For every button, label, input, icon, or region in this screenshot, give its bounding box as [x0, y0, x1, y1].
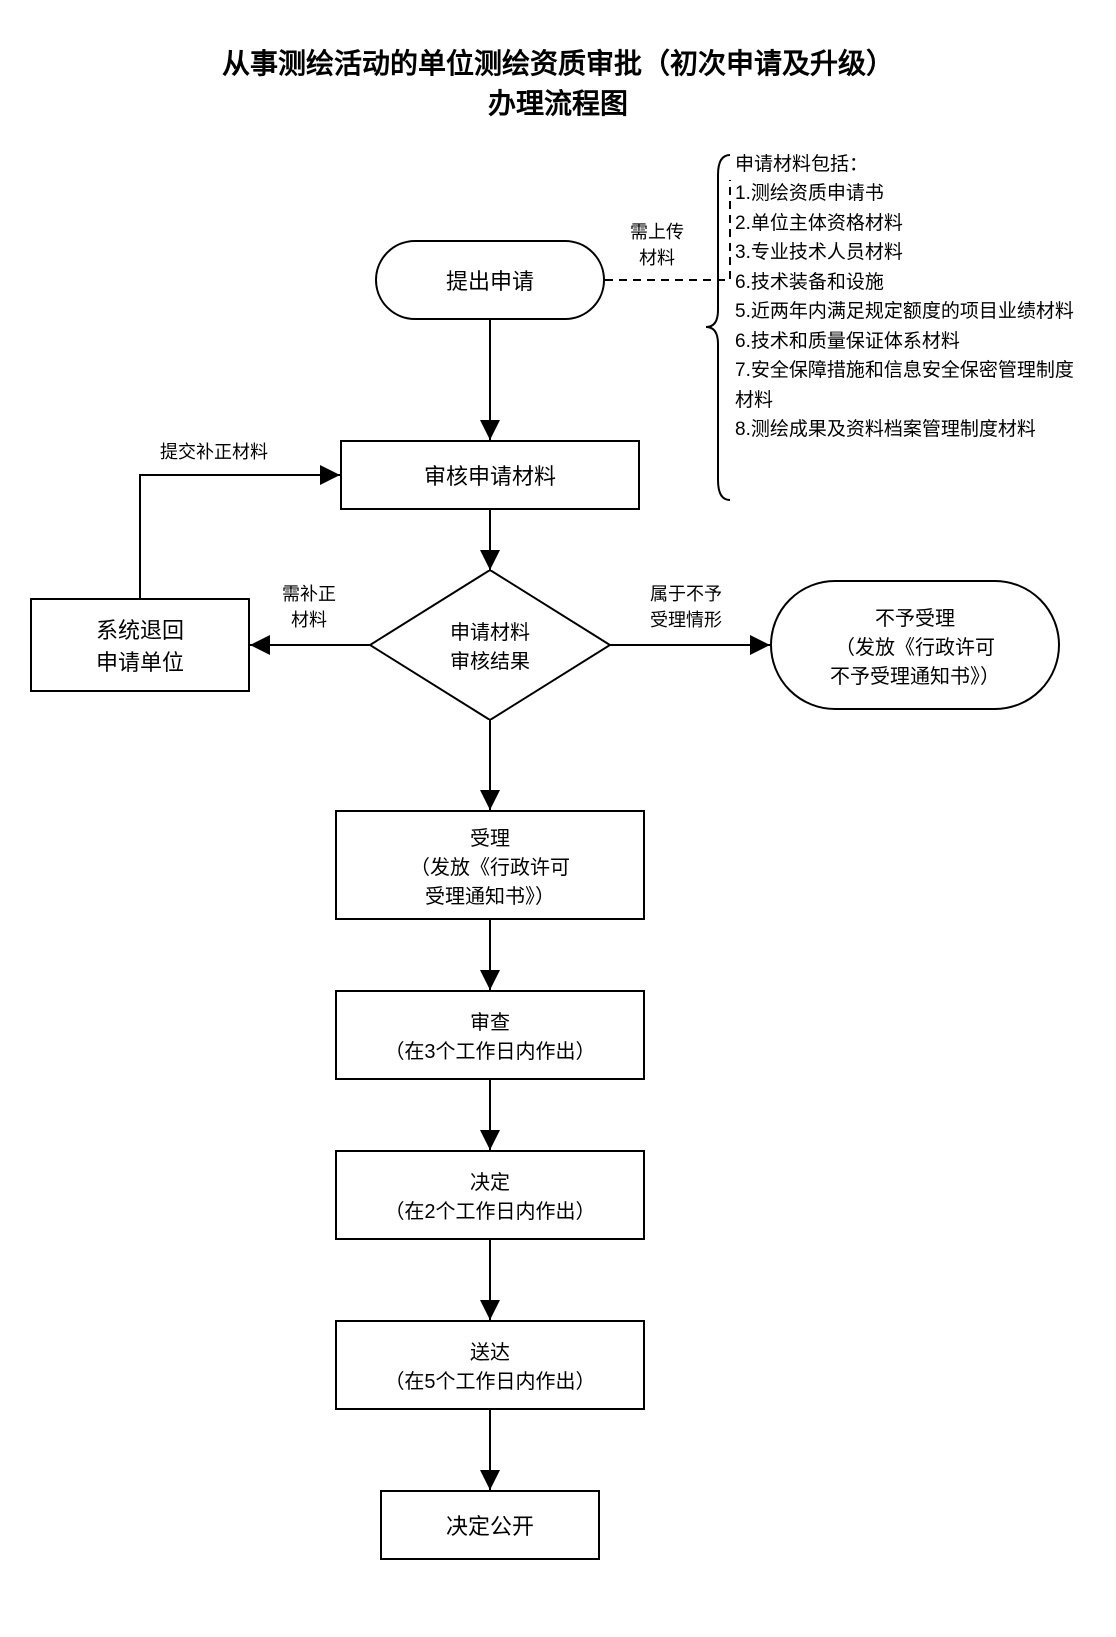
materials-item: 6.技术和质量保证体系材料: [735, 327, 1075, 356]
materials-item: 5.近两年内满足规定额度的项目业绩材料: [735, 297, 1075, 326]
node-decision-label: 申请材料 审核结果: [370, 570, 610, 720]
node-publish-label: 决定公开: [446, 1509, 534, 1541]
node-review-materials-label: 审核申请材料: [424, 459, 556, 491]
materials-note: 申请材料包括： 1.测绘资质申请书 2.单位主体资格材料 3.专业技术人员材料 …: [735, 150, 1075, 444]
node-start-label: 提出申请: [446, 264, 534, 296]
node-reject-label: 不予受理 （发放《行政许可 不予受理通知书》）: [830, 602, 1000, 689]
node-start: 提出申请: [375, 240, 605, 320]
page-title-line2: 办理流程图: [0, 82, 1116, 122]
edge-label-resubmit: 提交补正材料: [160, 438, 268, 464]
node-publish: 决定公开: [380, 1490, 600, 1560]
node-return-unit-label: 系统退回 申请单位: [96, 613, 184, 677]
node-accept-label: 受理 （发放《行政许可 受理通知书》）: [410, 822, 570, 909]
materials-item: 2.单位主体资格材料: [735, 209, 1075, 238]
node-decide: 决定 （在2个工作日内作出）: [335, 1150, 645, 1240]
node-examine-label: 审查 （在3个工作日内作出）: [384, 1006, 595, 1064]
materials-header: 申请材料包括：: [735, 150, 1075, 179]
materials-item: 3.专业技术人员材料: [735, 238, 1075, 267]
materials-item: 8.测绘成果及资料档案管理制度材料: [735, 415, 1075, 444]
flowchart-page: 从事测绘活动的单位测绘资质审批（初次申请及升级） 办理流程图 提出申请 审核申请…: [0, 0, 1116, 1637]
materials-item: 1.测绘资质申请书: [735, 179, 1075, 208]
materials-item: 6.技术装备和设施: [735, 268, 1075, 297]
node-accept: 受理 （发放《行政许可 受理通知书》）: [335, 810, 645, 920]
node-review-materials: 审核申请材料: [340, 440, 640, 510]
node-decide-label: 决定 （在2个工作日内作出）: [384, 1166, 595, 1224]
node-examine: 审查 （在3个工作日内作出）: [335, 990, 645, 1080]
edge-label-reject-case: 属于不予 受理情形: [650, 580, 722, 632]
node-return-unit: 系统退回 申请单位: [30, 598, 250, 692]
edge-label-need-correct: 需补正 材料: [282, 580, 336, 632]
node-deliver-label: 送达 （在5个工作日内作出）: [384, 1336, 595, 1394]
materials-item: 7.安全保障措施和信息安全保密管理制度材料: [735, 356, 1075, 415]
page-title-line1: 从事测绘活动的单位测绘资质审批（初次申请及升级）: [0, 42, 1116, 82]
node-decision: 申请材料 审核结果: [370, 570, 610, 720]
edge-label-upload: 需上传 材料: [630, 218, 684, 270]
node-deliver: 送达 （在5个工作日内作出）: [335, 1320, 645, 1410]
node-reject: 不予受理 （发放《行政许可 不予受理通知书》）: [770, 580, 1060, 710]
